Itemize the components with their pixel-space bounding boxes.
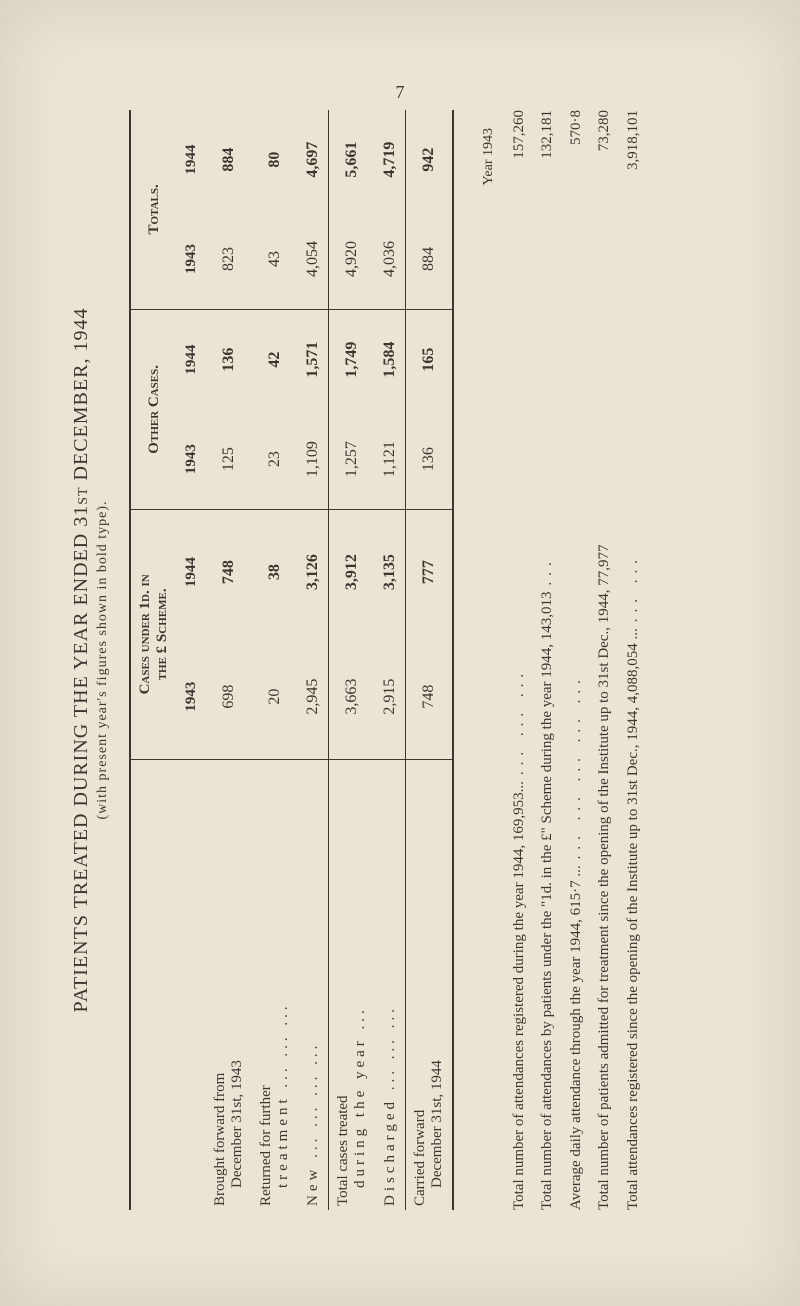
footer-stats: Year 1943 Total number of attendances re… [476,110,647,1210]
row-label: New ... ... ... ... [298,759,329,1210]
row-label: Discharged ... ... ... [375,759,406,1210]
cell: 823 [206,209,252,309]
page-title: PATIENTS TREATED DURING THE YEAR ENDED 3… [70,110,93,1210]
cell: 4,719 [375,110,406,209]
row-label-line1: Returned for further [258,1085,274,1206]
page-subtitle: (with present year's figures shown in bo… [95,110,111,1210]
cell: 2,915 [375,634,406,759]
cell: 884 [206,110,252,209]
cell: 3,135 [375,509,406,634]
cell: 4,920 [329,209,376,309]
cell: 125 [206,409,252,509]
stat-value-1943: 157,260 [505,110,534,200]
row-label-line1: Brought forward from [212,1073,228,1206]
stat-value-1943: 3,918,101 [619,110,648,200]
patients-table: Cases under 1d. in the £ Scheme. Other C… [129,110,454,1210]
col-group-1-line2: the £ Scheme. [154,588,170,680]
cell: 42 [252,309,298,409]
stat-row: Total number of patients admitted for tr… [590,110,619,1210]
cell: 1,584 [375,309,406,409]
title-block: PATIENTS TREATED DURING THE YEAR ENDED 3… [70,110,111,1210]
cell: 1,109 [298,409,329,509]
cell: 3,126 [298,509,329,634]
page-number: 7 [0,82,800,103]
cell: 777 [406,509,454,634]
leader-dots: ... ... [619,200,648,628]
row-label: Brought forward from December 31st, 1943 [206,759,252,1210]
cell: 43 [252,209,298,309]
row-label-line2: during the year ... [352,1006,368,1206]
cell: 884 [406,209,454,309]
row-label: Carried forward December 31st, 1944 [406,759,454,1210]
stat-value-1943: 570·8 [562,110,591,200]
stat-value-1943: 132,181 [533,110,562,200]
cell: 748 [206,509,252,634]
cell: 1,121 [375,409,406,509]
cell: 80 [252,110,298,209]
col-year-1944-c: 1944 [177,110,206,209]
cell: 1,749 [329,309,376,409]
cell: 698 [206,634,252,759]
row-label-line2: December 31st, 1943 [229,1060,245,1206]
row-label-line2: December 31st, 1944 [429,1060,445,1206]
cell: 1,257 [329,409,376,509]
cell: 1,571 [298,309,329,409]
row-label-line1: Total cases treated [335,1095,351,1206]
col-year-1943-b: 1943 [177,409,206,509]
col-group-1-line1: Cases under 1d. in [137,574,153,694]
col-year-1943-a: 1943 [177,634,206,759]
col-year-1944-a: 1944 [177,509,206,634]
cell: 4,054 [298,209,329,309]
col-group-2: Other Cases. [130,309,177,509]
row-label: Total cases treated during the year ... [329,759,376,1210]
stat-row: Average daily attendance through the yea… [562,110,591,1210]
leader-dots: ... ... ... ... ... [562,200,591,865]
row-label-line2: treatment ... ... ... [275,1002,291,1206]
cell: 136 [406,409,454,509]
year-header: Year 1943 [476,110,503,1210]
row-label: Returned for further treatment ... ... .… [252,759,298,1210]
stat-label: Total number of attendances registered d… [505,781,534,1210]
leader-dots: ... ... ... [505,200,534,781]
stat-row: Total attendances registered since the o… [619,110,648,1210]
cell: 38 [252,509,298,634]
stat-label: Total number of attendances by patients … [533,591,562,1210]
main-content: PATIENTS TREATED DURING THE YEAR ENDED 3… [70,110,690,1210]
row-label-line1: Carried forward [412,1110,428,1206]
cell: 3,663 [329,634,376,759]
cell: 165 [406,309,454,409]
cell: 5,661 [329,110,376,209]
cell: 136 [206,309,252,409]
cell: 20 [252,634,298,759]
cell: 2,945 [298,634,329,759]
stat-label: Total attendances registered since the o… [619,628,648,1210]
stat-label: Average daily attendance through the yea… [562,865,591,1210]
cell: 4,036 [375,209,406,309]
stat-label: Total number of patients admitted for tr… [590,545,619,1210]
stat-row: Total number of attendances registered d… [505,110,534,1210]
leader-dots: ... [533,200,562,591]
stat-value-1943: 73,280 [590,110,619,200]
col-year-1943-c: 1943 [177,209,206,309]
col-group-3: Totals. [130,110,177,309]
stat-row: Total number of attendances by patients … [533,110,562,1210]
cell: 748 [406,634,454,759]
cell: 23 [252,409,298,509]
cell: 3,912 [329,509,376,634]
cell: 4,697 [298,110,329,209]
col-year-1944-b: 1944 [177,309,206,409]
cell: 942 [406,110,454,209]
